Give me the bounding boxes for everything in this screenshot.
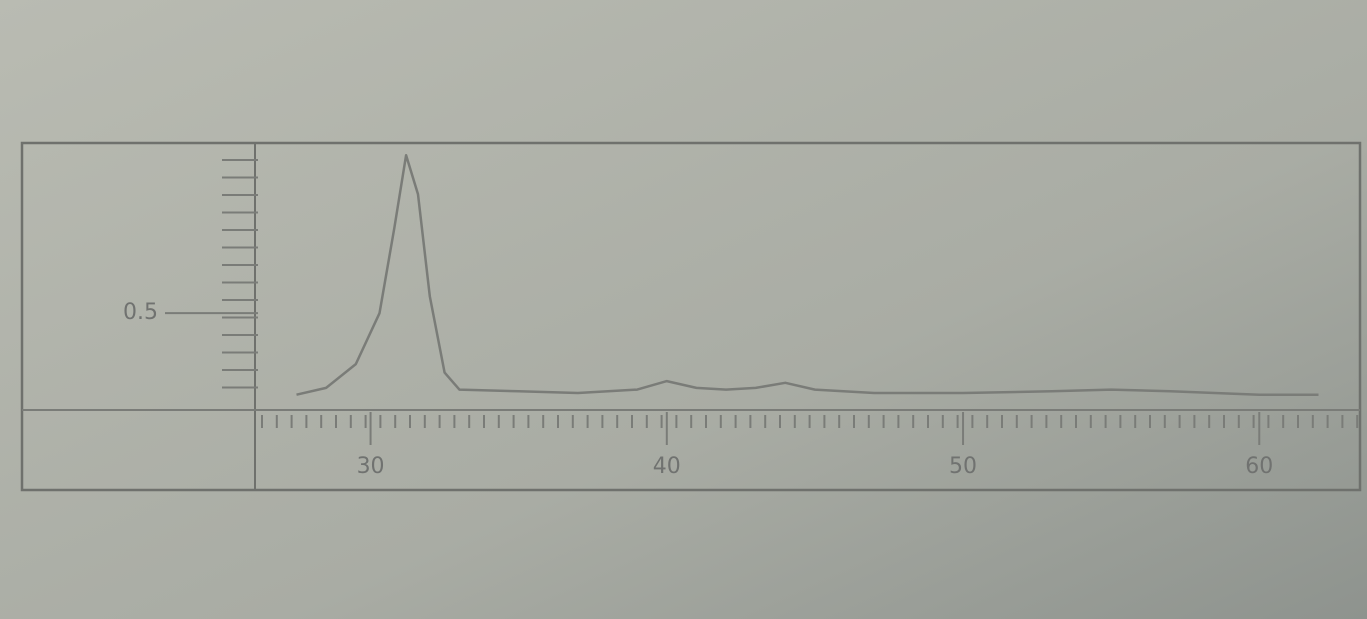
chart: 0.5 30 40 50 60: [0, 0, 1367, 619]
paper: [0, 0, 1367, 619]
x-tick-label: 40: [653, 454, 681, 479]
y-tick-label: 0.5: [123, 300, 158, 325]
x-tick-label: 50: [949, 454, 977, 479]
x-tick-label: 60: [1245, 454, 1273, 479]
x-tick-label: 30: [357, 454, 385, 479]
